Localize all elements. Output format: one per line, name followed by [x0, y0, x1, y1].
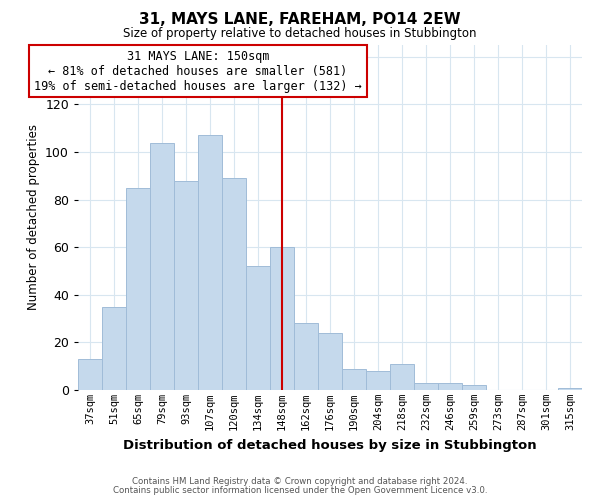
Bar — [198, 136, 222, 390]
Bar — [150, 142, 174, 390]
Bar — [174, 180, 198, 390]
Bar — [294, 324, 318, 390]
Bar — [270, 247, 294, 390]
Bar — [78, 359, 102, 390]
Bar — [414, 383, 438, 390]
Bar — [342, 368, 366, 390]
Bar — [366, 371, 390, 390]
Bar — [390, 364, 414, 390]
Bar — [222, 178, 246, 390]
Bar — [126, 188, 150, 390]
Bar — [462, 385, 486, 390]
Text: 31 MAYS LANE: 150sqm
← 81% of detached houses are smaller (581)
19% of semi-deta: 31 MAYS LANE: 150sqm ← 81% of detached h… — [34, 50, 362, 93]
Bar — [438, 383, 462, 390]
Text: Size of property relative to detached houses in Stubbington: Size of property relative to detached ho… — [123, 28, 477, 40]
Bar — [102, 306, 126, 390]
Bar — [246, 266, 270, 390]
Bar — [318, 333, 342, 390]
Text: 31, MAYS LANE, FAREHAM, PO14 2EW: 31, MAYS LANE, FAREHAM, PO14 2EW — [139, 12, 461, 28]
Text: Contains HM Land Registry data © Crown copyright and database right 2024.: Contains HM Land Registry data © Crown c… — [132, 477, 468, 486]
Bar — [558, 388, 582, 390]
Text: Contains public sector information licensed under the Open Government Licence v3: Contains public sector information licen… — [113, 486, 487, 495]
X-axis label: Distribution of detached houses by size in Stubbington: Distribution of detached houses by size … — [123, 438, 537, 452]
Y-axis label: Number of detached properties: Number of detached properties — [26, 124, 40, 310]
